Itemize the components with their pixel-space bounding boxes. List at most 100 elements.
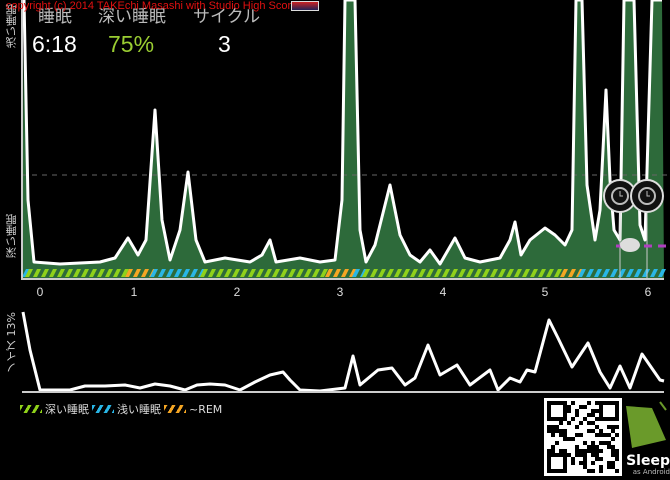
hypnogram-stripe	[166, 269, 174, 277]
logo-subtitle: as Android	[632, 468, 670, 476]
hypnogram-stripe	[658, 269, 666, 277]
hypnogram-stripe	[560, 269, 568, 277]
hypnogram-stripe	[442, 269, 450, 277]
hypnogram-stripe	[418, 269, 426, 277]
hypnogram-stripe	[626, 269, 634, 277]
hypnogram-stripe	[362, 269, 370, 277]
hypnogram-stripe	[530, 269, 538, 277]
legend-deep-sleep: 深い睡眠	[45, 403, 89, 416]
hypnogram-stripe	[264, 269, 272, 277]
hypnogram-stripe	[490, 269, 498, 277]
hypnogram-stripe	[41, 269, 49, 277]
hypnogram-stripe	[73, 269, 81, 277]
hypnogram-stripe	[49, 269, 57, 277]
hypnogram-stripe	[174, 269, 182, 277]
hypnogram-stripe	[208, 269, 216, 277]
hypnogram-stripe	[634, 269, 642, 277]
hypnogram-stripe	[304, 269, 312, 277]
x-tick-label: 6	[644, 285, 652, 299]
hypnogram-stripe	[642, 269, 650, 277]
hypnogram-stripe	[341, 269, 349, 277]
hypnogram-stripe	[280, 269, 288, 277]
hypnogram-bar	[22, 269, 666, 277]
hypnogram-stripe	[333, 269, 341, 277]
hypnogram-stripe	[272, 269, 280, 277]
hypnogram-stripe	[105, 269, 113, 277]
hypnogram-stripe	[410, 269, 418, 277]
hypnogram-stripe	[190, 269, 198, 277]
hypnogram-stripe	[65, 269, 73, 277]
hypnogram-stripe	[650, 269, 658, 277]
deep-sleep-swatch	[20, 405, 42, 413]
hypnogram-stripe	[97, 269, 105, 277]
hypnogram-stripe	[200, 269, 208, 277]
sleep-as-android-logo: Sleep as Android	[622, 400, 670, 478]
hypnogram-stripe	[141, 269, 149, 277]
deep-sleep-label: 深い睡眠	[98, 7, 166, 27]
hypnogram-stripe	[240, 269, 248, 277]
hypnogram-stripe	[81, 269, 89, 277]
hypnogram-stripe	[216, 269, 224, 277]
sleep-duration-label: 睡眠	[38, 7, 72, 27]
hypnogram-stripe	[224, 269, 232, 277]
hypnogram-stripe	[594, 269, 602, 277]
copyright-text: copyright (c) 2014 TAKEchi Masashi with …	[6, 0, 298, 12]
hypnogram-stripe	[182, 269, 190, 277]
hypnogram-stripe	[554, 269, 562, 277]
x-tick-label: 1	[130, 285, 138, 299]
hypnogram-stripe	[394, 269, 402, 277]
hypnogram-stripe	[402, 269, 410, 277]
deep-sleep-value: 75%	[108, 31, 155, 57]
hypnogram-stripe	[320, 269, 328, 277]
hypnogram-stripe	[256, 269, 264, 277]
hypnogram-stripe	[568, 269, 576, 277]
hypnogram-stripe	[578, 269, 586, 277]
alarm-clock-icon	[603, 179, 637, 213]
sleep-duration-value: 6:18	[32, 31, 77, 57]
hypnogram-stripe	[248, 269, 256, 277]
hypnogram-stripe	[450, 269, 458, 277]
hypnogram-stripe	[133, 269, 141, 277]
hypnogram-stripe	[232, 269, 240, 277]
hypnogram-stripe	[378, 269, 386, 277]
x-tick-label: 4	[439, 285, 447, 299]
cycles-label: サイクル	[193, 7, 261, 27]
hypnogram-stripe	[610, 269, 618, 277]
hypnogram-stripe	[296, 269, 304, 277]
hypnogram-stripe	[602, 269, 610, 277]
hypnogram-stripe	[482, 269, 490, 277]
hypnogram-stripe	[458, 269, 466, 277]
hypnogram-stripe	[25, 269, 33, 277]
legend-light-sleep: 浅い睡眠	[117, 403, 161, 416]
hypnogram-stripe	[89, 269, 97, 277]
hypnogram-stripe	[325, 269, 333, 277]
hypnogram-stripe	[514, 269, 522, 277]
hypnogram-stripe	[158, 269, 166, 277]
hypnogram-stripe	[522, 269, 530, 277]
hypnogram-stripe	[312, 269, 320, 277]
legend: 深い睡眠 浅い睡眠 ~REM	[20, 401, 222, 417]
hypnogram-stripe	[288, 269, 296, 277]
x-tick-label: 3	[336, 285, 344, 299]
sleep-graph	[21, 0, 670, 393]
x-tick-label: 2	[233, 285, 241, 299]
sleep-curve	[22, 0, 662, 266]
legend-rem: ~REM	[189, 402, 223, 416]
noise-curve	[21, 311, 665, 393]
hypnogram-stripe	[386, 269, 394, 277]
x-tick-label: 0	[36, 285, 44, 299]
hypnogram-stripe	[352, 269, 360, 277]
hypnogram-stripe	[586, 269, 594, 277]
hypnogram-stripe	[370, 269, 378, 277]
studio-logo-badge	[291, 1, 319, 11]
alarm-clock-icon	[630, 179, 664, 213]
light-sleep-swatch	[92, 405, 114, 413]
qr-code[interactable]	[544, 398, 622, 476]
hypnogram-stripe	[434, 269, 442, 277]
hypnogram-stripe	[125, 269, 133, 277]
hypnogram-stripe	[121, 269, 129, 277]
cycles-value: 3	[218, 31, 231, 57]
hypnogram-stripe	[33, 269, 41, 277]
brain-icon	[620, 238, 640, 252]
hypnogram-stripe	[546, 269, 554, 277]
